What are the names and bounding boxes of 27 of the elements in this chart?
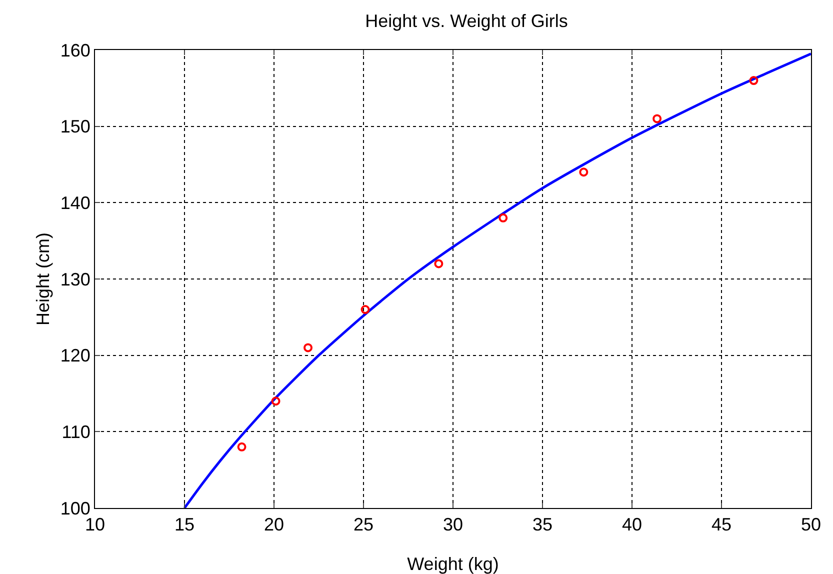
x-tick-label: 45	[711, 514, 732, 535]
point	[652, 114, 662, 124]
point	[271, 396, 280, 406]
point	[749, 76, 758, 86]
x-tick-label: 25	[353, 514, 374, 535]
x-axis-title: Weight (kg)	[407, 554, 499, 574]
point	[579, 168, 588, 177]
y-tick-label: 130	[60, 269, 90, 290]
point	[237, 442, 246, 452]
y-tick-label: 150	[60, 116, 90, 137]
point	[360, 305, 370, 314]
point	[498, 213, 508, 222]
line-series	[183, 52, 811, 508]
y-tick-label: 160	[60, 40, 90, 60]
chart-title: Height vs. Weight of Girls	[365, 10, 568, 31]
x-tick-label: 30	[442, 514, 464, 535]
y-tick-label: 110	[62, 422, 90, 442]
x-tick-label: 35	[532, 514, 553, 535]
y-tick-label: 120	[60, 346, 90, 366]
x-tick-label: 50	[800, 514, 822, 535]
x-tick-label: 40	[622, 514, 642, 535]
y-tick-label: 140	[60, 192, 90, 213]
x-tick-label: 20	[264, 514, 284, 535]
y-axis-title: Height (cm)	[33, 232, 53, 326]
point	[304, 343, 313, 352]
point	[434, 259, 444, 268]
x-tick-label: 15	[174, 514, 195, 535]
